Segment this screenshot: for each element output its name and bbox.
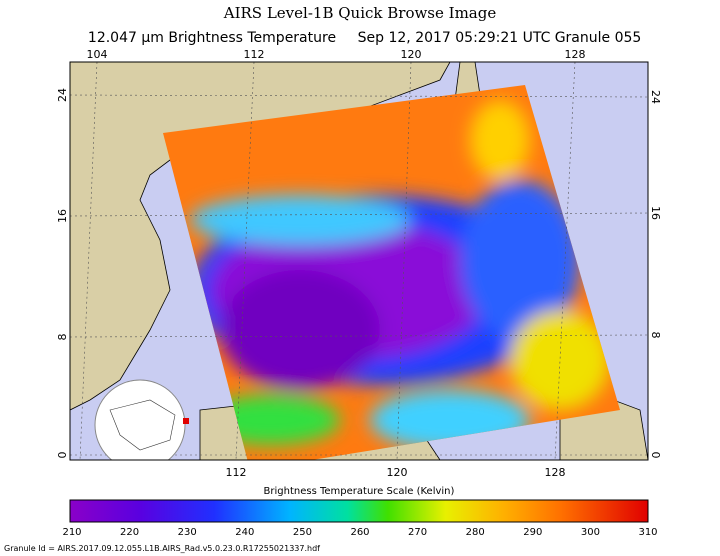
- lat-label: 0: [649, 452, 662, 459]
- colorbar-tick-label: 210: [62, 527, 81, 538]
- lon-label: 120: [401, 48, 422, 61]
- colorbar-tick-label: 230: [178, 527, 197, 538]
- footer: Granule Id = AIRS.2017.09.12.055.L1B.AIR…: [4, 544, 320, 553]
- colorbar-tick-label: 240: [235, 527, 254, 538]
- lon-label: 104: [87, 48, 108, 61]
- map: [70, 62, 648, 460]
- colorbar: [69, 499, 649, 523]
- lat-label: 24: [56, 88, 69, 102]
- colorbar-tick-label: 310: [638, 527, 657, 538]
- lat-label: 8: [649, 332, 662, 339]
- colorbar-tick-label: 290: [523, 527, 542, 538]
- lon-label: 120: [387, 466, 408, 479]
- lat-label: 8: [56, 334, 69, 341]
- lat-label: 24: [649, 90, 662, 104]
- lon-label: 112: [226, 466, 247, 479]
- lon-label: 112: [244, 48, 265, 61]
- subtitle-granule: Granule 055: [555, 30, 642, 46]
- colorbar-tick-label: 280: [466, 527, 485, 538]
- lon-label: 128: [545, 466, 566, 479]
- colorbar-tick-label: 300: [581, 527, 600, 538]
- subtitle-band: 12.047 μm Brightness Temperature: [88, 30, 336, 46]
- map-frame: [69, 61, 649, 461]
- subtitle-time: Sep 12, 2017 05:29:21 UTC: [358, 30, 551, 46]
- lat-label: 16: [56, 209, 69, 223]
- lat-label: 0: [56, 452, 69, 459]
- colorbar-tick-label: 270: [408, 527, 427, 538]
- colorbar-tick-label: 260: [350, 527, 369, 538]
- colorbar-title: Brightness Temperature Scale (Kelvin): [264, 486, 455, 497]
- colorbar-tick-label: 220: [120, 527, 139, 538]
- lon-label: 128: [565, 48, 586, 61]
- lat-label: 16: [649, 206, 662, 220]
- title: AIRS Level-1B Quick Browse Image: [223, 4, 497, 22]
- colorbar-tick-label: 250: [293, 527, 312, 538]
